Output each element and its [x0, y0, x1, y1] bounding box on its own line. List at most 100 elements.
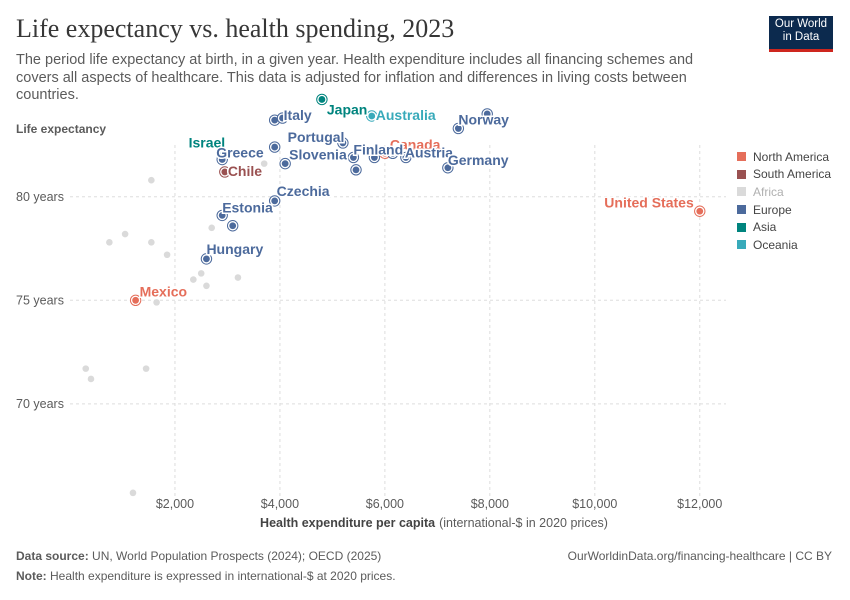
- x-axis-label-unit: (international-$ in 2020 prices): [439, 516, 608, 530]
- note-label: Note:: [16, 569, 47, 583]
- africa-point: [82, 365, 90, 372]
- point-label: Canada: [390, 136, 441, 152]
- point-label: Mexico: [140, 283, 187, 299]
- logo-line-2: in Data: [782, 31, 820, 43]
- africa-point: [260, 160, 268, 167]
- point-label: Israel: [189, 134, 226, 150]
- y-tick-label: 70 years: [16, 397, 64, 411]
- legend-swatch: [737, 240, 746, 250]
- y-tick-label: 75 years: [16, 293, 64, 307]
- point-dot: [271, 197, 279, 205]
- point-labels: United States Canada Mexico Chile Japan Israe…: [138, 100, 695, 301]
- point-label: Germany: [448, 152, 509, 168]
- legend-item[interactable]: South America: [737, 166, 831, 184]
- africa-point: [87, 375, 95, 383]
- x-tick-label: $8,000: [471, 497, 509, 511]
- point-label: Greece: [216, 144, 264, 160]
- chart-title: Life expectancy vs. health spending, 202…: [16, 14, 455, 43]
- point-label: Austria: [405, 144, 453, 160]
- source-label: Data source:: [16, 549, 89, 563]
- point-label: Hungary: [206, 241, 263, 257]
- point-dot: [271, 116, 279, 124]
- point-dot: [370, 154, 378, 161]
- africa-point: [163, 251, 171, 259]
- point-dot: [381, 149, 389, 157]
- africa-point: [106, 239, 113, 246]
- point-dot: [218, 156, 226, 163]
- point-dot: [368, 112, 376, 120]
- x-tick-label: $10,000: [572, 497, 617, 511]
- legend-label: Europe: [753, 202, 792, 217]
- x-axis-label-main: Health expenditure per capita: [260, 516, 436, 530]
- point-dot: [132, 296, 140, 304]
- point-label: Portugal: [288, 129, 345, 145]
- africa-point: [153, 299, 160, 306]
- point-dot: [318, 96, 326, 103]
- point-dot: [229, 222, 237, 230]
- logo-line-1: Our World: [774, 18, 828, 30]
- x-tick-label: $6,000: [366, 497, 404, 511]
- legend-item[interactable]: Africa: [737, 183, 831, 201]
- y-axis-label: Life expectancy: [16, 122, 106, 136]
- legend-swatch: [737, 169, 746, 179]
- point-label: Czechia: [277, 183, 330, 199]
- point-dot: [389, 149, 397, 157]
- africa-point: [121, 230, 129, 238]
- point-label: Chile: [228, 163, 262, 179]
- point-label: Australia: [376, 107, 436, 123]
- chart-subtitle: The period life expectancy at birth, in …: [16, 52, 694, 103]
- legend-swatch: [737, 205, 746, 215]
- legend-label: Oceania: [753, 237, 798, 252]
- point-label: Finland: [353, 141, 403, 157]
- legend-item[interactable]: Oceania: [737, 236, 831, 254]
- point-dot: [203, 255, 210, 263]
- legend-label: North America: [753, 149, 830, 164]
- point-dot: [271, 143, 279, 151]
- source-text[interactable]: UN, World Population Prospects (2024); O…: [92, 549, 382, 563]
- note-line: Note: Health expenditure is expressed in…: [16, 569, 396, 583]
- legend-item[interactable]: North America: [737, 148, 831, 166]
- legend-item[interactable]: Europe: [737, 201, 831, 219]
- gridlines: [70, 145, 726, 497]
- africa-point: [129, 489, 137, 497]
- point-dot: [696, 207, 704, 215]
- point-dot: [454, 125, 462, 132]
- africa-point: [197, 270, 205, 277]
- legend-swatch: [737, 222, 746, 232]
- point-dot: [444, 164, 452, 172]
- point-dot: [402, 154, 410, 161]
- point-dot: [352, 166, 360, 174]
- point-label: Japan: [327, 101, 367, 117]
- x-tick-label: $2,000: [156, 497, 194, 511]
- data-points: [82, 93, 706, 497]
- x-axis-label: Health expenditure per capita (internatio…: [260, 516, 608, 530]
- point-label: Italy: [284, 107, 312, 123]
- legend-swatch: [737, 152, 746, 162]
- source-url[interactable]: OurWorldinData.org/financing-healthcare …: [567, 549, 832, 563]
- legend-item[interactable]: Asia: [737, 218, 831, 236]
- tick-labels: 70 years 75 years 80 years $2,000 $4,000 $6,0…: [16, 190, 722, 511]
- legend-label: Asia: [753, 220, 777, 235]
- africa-point: [148, 176, 155, 184]
- point-dot: [279, 114, 286, 122]
- point-label: Slovenia: [289, 147, 347, 163]
- point-dot: [281, 160, 289, 168]
- legend-label: Africa: [753, 184, 784, 199]
- owid-logo[interactable]: Our World in Data: [769, 16, 833, 52]
- source-line: Data source: UN, World Population Prospe…: [16, 549, 381, 563]
- x-tick-label: $12,000: [677, 497, 722, 511]
- africa-point: [234, 274, 242, 281]
- legend-label: South America: [753, 167, 832, 182]
- point-dot: [483, 110, 491, 118]
- africa-point: [148, 239, 155, 246]
- y-tick-label: 80 years: [16, 190, 64, 204]
- africa-point: [208, 224, 215, 232]
- point-dot: [218, 212, 226, 219]
- legend: North America South America Africa Europe As…: [737, 148, 831, 254]
- point-label: Norway: [458, 111, 509, 127]
- africa-point: [190, 276, 197, 283]
- point-label: United States: [604, 194, 694, 210]
- point-dot: [339, 139, 347, 147]
- legend-swatch: [737, 187, 746, 197]
